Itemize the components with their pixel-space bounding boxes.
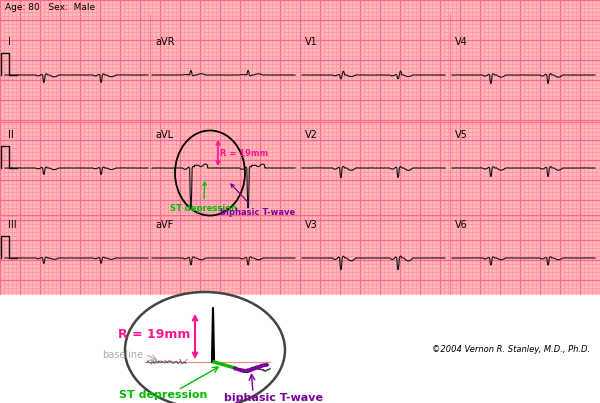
Text: R = 19mm: R = 19mm	[220, 148, 268, 158]
Text: biphasic T-wave: biphasic T-wave	[220, 184, 295, 217]
Text: baseline: baseline	[102, 350, 143, 360]
Text: V1: V1	[305, 37, 318, 47]
Bar	[0, 295, 600, 403]
Text: Age: 80   Sex:  Male: Age: 80 Sex: Male	[5, 2, 95, 12]
Text: V4: V4	[455, 37, 468, 47]
Text: V6: V6	[455, 220, 468, 230]
Text: V5: V5	[455, 130, 468, 140]
Text: ST depression: ST depression	[170, 182, 237, 213]
Ellipse shape	[125, 292, 285, 403]
Text: ST depression: ST depression	[119, 390, 207, 400]
Text: biphasic T-wave: biphasic T-wave	[223, 393, 323, 403]
Text: I: I	[8, 37, 11, 47]
Text: III: III	[8, 220, 17, 230]
Text: aVL: aVL	[155, 130, 173, 140]
Text: aVR: aVR	[155, 37, 175, 47]
Text: R = 19mm: R = 19mm	[118, 328, 190, 341]
Text: V3: V3	[305, 220, 318, 230]
Text: aVF: aVF	[155, 220, 173, 230]
Text: ©2004 Vernon R. Stanley, M.D., Ph.D.: ©2004 Vernon R. Stanley, M.D., Ph.D.	[432, 345, 590, 355]
Text: V2: V2	[305, 130, 318, 140]
Text: II: II	[8, 130, 14, 140]
